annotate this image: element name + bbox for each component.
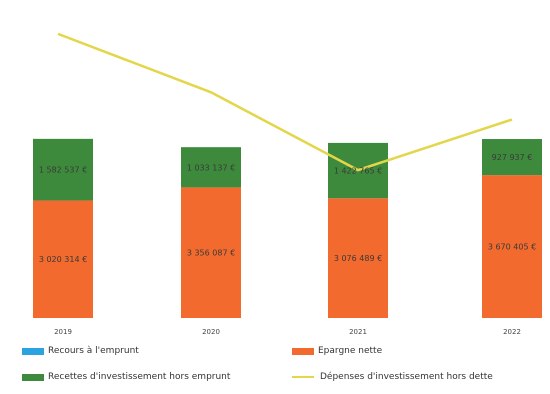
data-label: 1 582 537 € <box>39 166 87 175</box>
legend-label: Dépenses d'investissement hors dette <box>320 372 493 382</box>
data-label: 1 422 765 € <box>334 167 382 176</box>
line-group <box>58 34 512 170</box>
data-label: 3 076 489 € <box>334 254 382 263</box>
line-series <box>58 34 512 170</box>
data-label: 927 937 € <box>492 153 533 162</box>
x-tick-label: 2021 <box>349 328 367 336</box>
legend-swatch <box>22 374 44 381</box>
x-tick-label: 2019 <box>54 328 72 336</box>
x-tick-label: 2022 <box>503 328 521 336</box>
legend-swatch <box>292 376 314 378</box>
legend: Recours à l'emprunt Epargne nette Recett… <box>12 340 542 390</box>
legend-label: Recettes d'investissement hors emprunt <box>48 372 230 382</box>
legend-item-depenses: Dépenses d'investissement hors dette <box>292 372 493 382</box>
legend-label: Epargne nette <box>318 346 382 356</box>
legend-swatch <box>22 348 44 355</box>
bars-group <box>33 139 542 318</box>
data-label: 1 033 137 € <box>187 163 235 172</box>
data-label: 3 356 087 € <box>187 249 235 258</box>
x-ticks-group: 2019 2020 2021 2022 <box>54 328 521 336</box>
legend-item-recettes: Recettes d'investissement hors emprunt <box>22 372 230 382</box>
legend-swatch <box>292 348 314 355</box>
x-tick-label: 2020 <box>202 328 220 336</box>
legend-item-epargne: Epargne nette <box>292 346 382 356</box>
data-labels-group: 3 020 314 € 1 582 537 € 3 356 087 € 1 033 1… <box>39 153 536 264</box>
legend-item-recours: Recours à l'emprunt <box>22 346 139 356</box>
legend-label: Recours à l'emprunt <box>48 346 139 356</box>
data-label: 3 670 405 € <box>488 243 536 252</box>
data-label: 3 020 314 € <box>39 255 87 264</box>
